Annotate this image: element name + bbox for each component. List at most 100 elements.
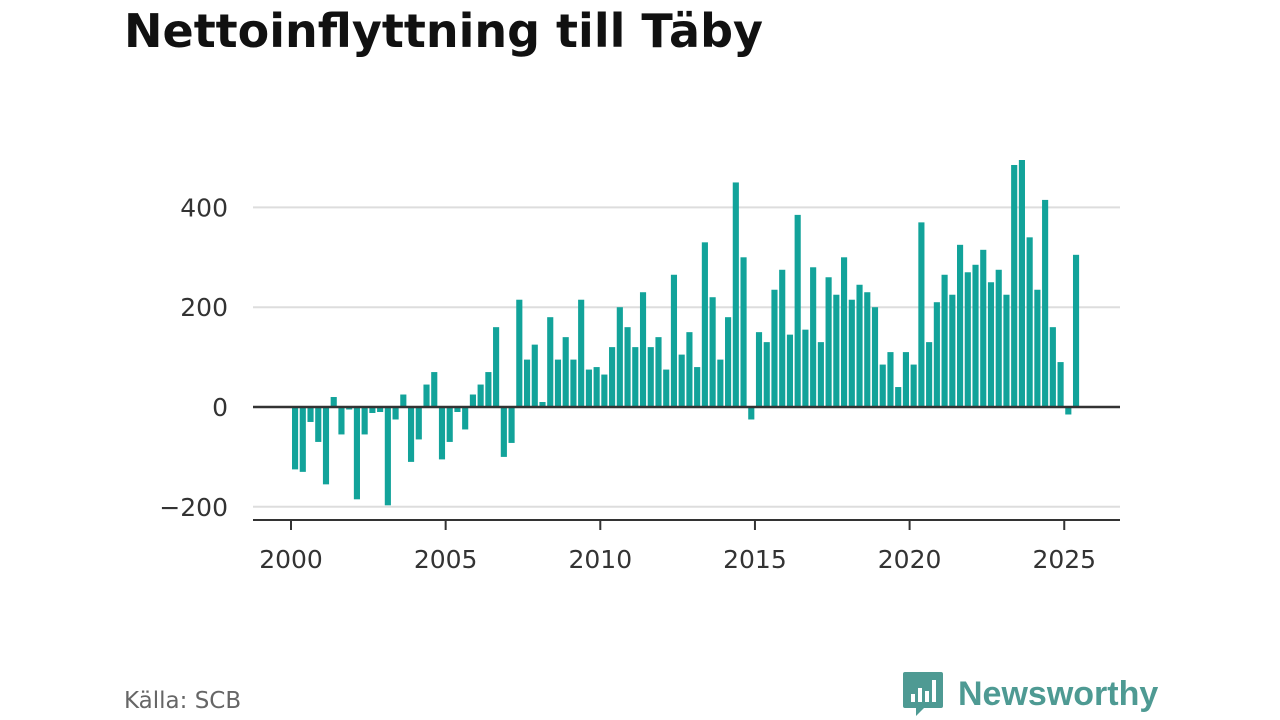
bar (670, 274, 678, 407)
bar (910, 364, 917, 407)
bar (392, 407, 399, 420)
bar (338, 407, 345, 435)
bar (779, 269, 786, 407)
bar (400, 394, 407, 407)
y-tick-label: −200 (159, 493, 228, 522)
bar (1034, 289, 1041, 407)
bar (462, 407, 469, 430)
bar-chart: −200 0 200 400 2000 2005 2010 2015 2020 2025 (159, 160, 1120, 574)
bar (1018, 160, 1025, 407)
bar (655, 337, 662, 407)
bar (446, 407, 453, 442)
x-tick-label: 2010 (568, 545, 632, 574)
source-note: Källa: SCB (124, 688, 242, 714)
x-tick-label: 2005 (414, 545, 478, 574)
bar (593, 367, 600, 407)
bar (1003, 294, 1010, 407)
bar (431, 372, 438, 407)
bar (694, 367, 701, 407)
bar (415, 407, 422, 440)
bar (810, 267, 817, 407)
bar (833, 294, 840, 407)
bar (1049, 327, 1056, 407)
bar (817, 342, 824, 407)
y-tick-label: 400 (180, 193, 228, 222)
bar (709, 297, 716, 407)
bar (794, 214, 801, 407)
bar (1072, 254, 1080, 407)
bar (1065, 407, 1072, 415)
bar (639, 292, 647, 407)
speech-bubble-bar-chart-icon (903, 672, 943, 716)
bar (531, 344, 538, 408)
bar (771, 289, 778, 407)
bar (384, 407, 391, 506)
bar (438, 407, 446, 460)
bar (987, 282, 995, 407)
bar (624, 327, 631, 407)
brand-name: Newsworthy (958, 674, 1159, 713)
bar (1011, 164, 1018, 407)
chart-title: Nettoinflyttning till Täby (124, 4, 764, 58)
bar (1042, 199, 1049, 407)
brand-logo: Newsworthy (902, 670, 1158, 718)
bar (369, 407, 376, 413)
bar (871, 307, 879, 407)
bar (516, 299, 523, 407)
bar (879, 364, 886, 407)
bar (848, 299, 855, 407)
bar (825, 277, 832, 407)
bar (1026, 237, 1033, 407)
bar (763, 342, 770, 407)
bar (647, 347, 654, 407)
bar (786, 334, 794, 407)
bar (578, 299, 585, 407)
x-tick-label: 2015 (723, 545, 787, 574)
bar (980, 249, 987, 407)
bar (322, 407, 330, 485)
bar (523, 359, 531, 407)
bar (1057, 362, 1064, 407)
bar (307, 407, 314, 422)
bar (864, 292, 871, 407)
bar (485, 372, 492, 407)
bar (740, 257, 747, 407)
bar (841, 257, 848, 407)
axes (253, 405, 1120, 530)
bar (601, 374, 608, 407)
bar (407, 407, 415, 462)
bar (477, 384, 484, 407)
bar (902, 352, 909, 407)
bar (508, 407, 515, 443)
bar (554, 359, 562, 407)
bar (315, 407, 322, 442)
bar (972, 264, 979, 407)
bar (562, 337, 569, 407)
bar (678, 354, 685, 407)
bar (616, 307, 623, 407)
bar (686, 332, 693, 407)
x-tick-label: 2000 (259, 545, 323, 574)
bar (469, 394, 476, 407)
bar (732, 182, 739, 407)
bar (632, 347, 639, 407)
bar (361, 407, 368, 435)
bar (755, 332, 763, 407)
bar (957, 244, 964, 407)
bar (926, 342, 933, 407)
y-tick-label: 0 (212, 393, 228, 422)
bar (717, 359, 724, 407)
bar (454, 407, 461, 412)
bar (995, 269, 1002, 407)
bar (701, 242, 708, 407)
x-tick-label: 2025 (1032, 545, 1096, 574)
bar (964, 272, 971, 407)
bar (748, 407, 755, 420)
bars (292, 160, 1080, 506)
bar (493, 327, 500, 407)
bar (353, 407, 360, 500)
bar (663, 369, 670, 407)
bar (725, 317, 732, 407)
bar (377, 407, 384, 412)
bar (292, 407, 299, 470)
